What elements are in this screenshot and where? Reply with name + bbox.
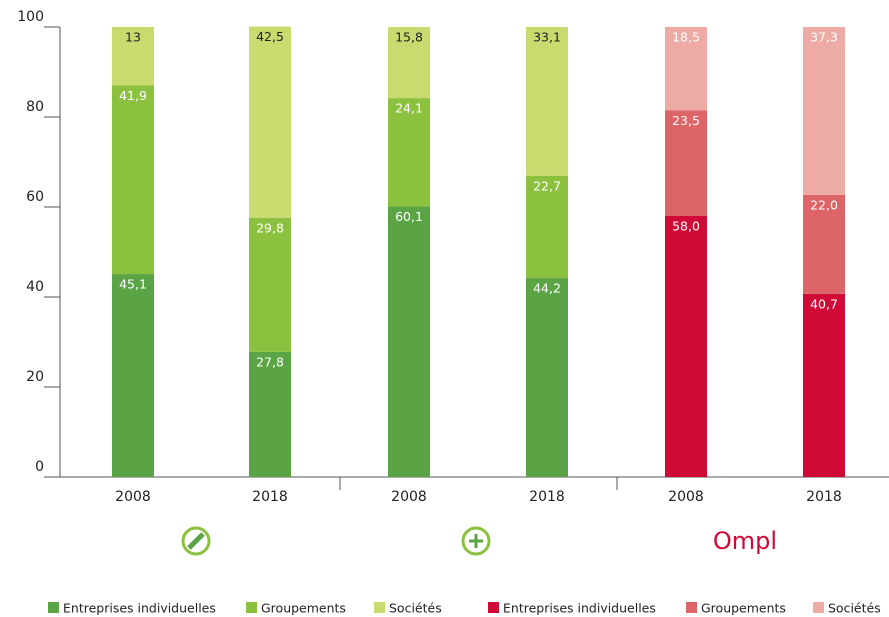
legend-swatch	[374, 602, 385, 613]
bar-segment	[249, 217, 291, 352]
data-label: 18,5	[672, 30, 700, 45]
legend-swatch	[246, 602, 257, 613]
bar-segment	[388, 27, 430, 99]
y-tick-label: 100	[17, 9, 44, 25]
data-label: 42,5	[256, 29, 284, 44]
data-label: 15,8	[395, 30, 423, 45]
y-tick-label: 60	[26, 189, 44, 205]
data-label: 27,8	[256, 354, 284, 369]
logo-1	[181, 526, 211, 556]
data-label: 33,1	[533, 30, 561, 45]
bar-segment	[249, 351, 291, 477]
legend-swatch	[488, 602, 499, 613]
x-tick-label: 2018	[529, 489, 565, 505]
data-label: 24,1	[395, 101, 423, 116]
data-label: 13	[125, 30, 141, 45]
legend-swatch	[48, 602, 59, 613]
data-label: 60,1	[395, 209, 423, 224]
bar-segment	[665, 27, 707, 111]
data-label: 37,3	[810, 30, 838, 45]
bar-segment	[803, 293, 845, 477]
data-label: 44,2	[533, 281, 561, 296]
x-tick-label: 2008	[668, 489, 704, 505]
y-tick-label: 20	[26, 369, 44, 385]
x-tick-label: 2008	[391, 489, 427, 505]
bar-segment	[112, 274, 154, 477]
data-label: 29,8	[256, 220, 284, 235]
bar-segment	[388, 98, 430, 207]
bar-segment	[249, 26, 291, 218]
bar-segment	[526, 175, 568, 279]
x-tick-label: 2008	[115, 489, 151, 505]
bar-segment	[526, 27, 568, 176]
y-tick-label: 40	[26, 279, 44, 295]
legend-label: Sociétés	[828, 601, 881, 616]
y-tick-label: 0	[35, 459, 44, 475]
logo-2	[461, 526, 491, 556]
bar-segment	[665, 110, 707, 216]
data-label: 22,0	[810, 197, 838, 212]
data-label: 23,5	[672, 113, 700, 128]
bar-segment	[665, 216, 707, 477]
legend-swatch	[813, 602, 824, 613]
legend-label: Entreprises individuelles	[63, 601, 216, 616]
data-label: 40,7	[810, 296, 838, 311]
data-label: 22,7	[533, 178, 561, 193]
bar-segment	[388, 206, 430, 478]
bar-segment	[112, 27, 154, 86]
data-label: 41,9	[119, 88, 147, 103]
legend-swatch	[686, 602, 697, 613]
legend-label: Entreprises individuelles	[503, 601, 656, 616]
legend-label: Groupements	[261, 601, 346, 616]
x-tick-label: 2018	[806, 489, 842, 505]
bar-segment	[526, 278, 568, 477]
data-label: 58,0	[672, 219, 700, 234]
bar-segment	[112, 85, 154, 275]
y-tick-label: 80	[26, 99, 44, 115]
data-label: 45,1	[119, 277, 147, 292]
legend-label: Groupements	[701, 601, 786, 616]
legend-label: Sociétés	[389, 601, 442, 616]
bar-segment	[803, 27, 845, 195]
bar-segment	[803, 194, 845, 294]
x-tick-label: 2018	[252, 489, 288, 505]
logo-text: Ompl	[713, 527, 777, 555]
